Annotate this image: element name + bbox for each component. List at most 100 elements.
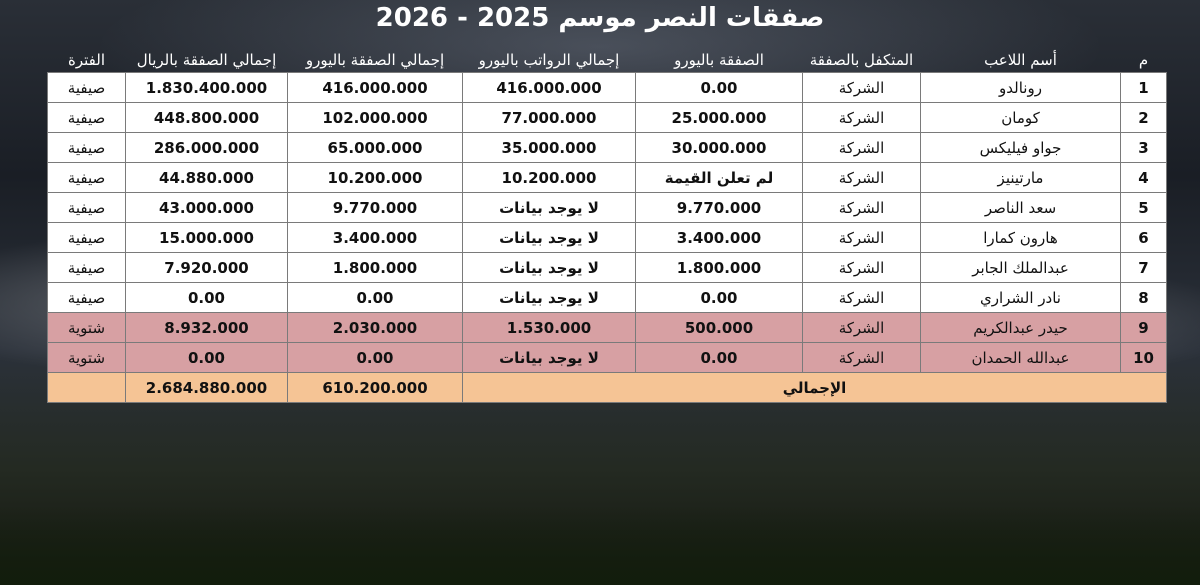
total-euro-cell: 10.200.000 [287, 162, 463, 193]
total-riyal-cell: 0.00 [125, 282, 288, 313]
sponsor: الشركة [802, 72, 921, 103]
salary-euro: لا يوجد بيانات [462, 252, 636, 283]
total-riyal-cell: 7.920.000 [125, 252, 288, 283]
total-period-empty [47, 372, 126, 403]
row-index: 8 [1120, 282, 1167, 313]
table-row: 1 رونالدو الشركة 0.00 416.000.000 416.000.000… [47, 72, 1167, 103]
header-deal-euro: الصفقة باليورو [674, 51, 764, 69]
header-sponsor: المتكفل بالصفقة [809, 51, 914, 69]
total-euro-cell: 1.800.000 [287, 252, 463, 283]
total-riyal-cell: 15.000.000 [125, 222, 288, 253]
header-period: الفترة [68, 51, 105, 69]
row-index: 4 [1120, 162, 1167, 193]
row-index: 9 [1120, 312, 1167, 343]
total-riyal-cell: 448.800.000 [125, 102, 288, 133]
period: صيفية [47, 102, 126, 133]
salary-euro: لا يوجد بيانات [462, 342, 636, 373]
page-title: صفقات النصر موسم 2025 - 2026 [375, 3, 825, 33]
sponsor: الشركة [802, 312, 921, 343]
table-row: 10 عبدالله الحمدان الشركة 0.00 لا يوجد بيانا… [47, 342, 1167, 373]
player-name: عبدالله الحمدان [920, 342, 1121, 373]
row-index: 6 [1120, 222, 1167, 253]
header-total-riyal: إجمالي الصفقة بالريال [136, 51, 277, 69]
period: صيفية [47, 252, 126, 283]
deal-euro: 500.000 [635, 312, 803, 343]
total-euro-cell: 416.000.000 [287, 72, 463, 103]
deal-euro: لم تعلن القيمة [635, 162, 803, 193]
sponsor: الشركة [802, 252, 921, 283]
table-row: 6 هارون كمارا الشركة 3.400.000 لا يوجد بيانا… [47, 222, 1167, 253]
sponsor: الشركة [802, 102, 921, 133]
transfers-table: م أسم اللاعب المتكفل بالصفقة الصفقة بالي… [47, 48, 1167, 403]
salary-euro: 35.000.000 [462, 132, 636, 163]
row-index: 7 [1120, 252, 1167, 283]
total-riyal-cell: 286.000.000 [125, 132, 288, 163]
player-name: مارتينيز [920, 162, 1121, 193]
period: شتوية [47, 342, 126, 373]
total-euro-cell: 0.00 [287, 282, 463, 313]
row-index: 2 [1120, 102, 1167, 133]
player-name: جواو فيليكس [920, 132, 1121, 163]
period: صيفية [47, 192, 126, 223]
deal-euro: 0.00 [635, 342, 803, 373]
deal-euro: 0.00 [635, 72, 803, 103]
header-total-euro: إجمالي الصفقة باليورو [305, 51, 445, 69]
period: شتوية [47, 312, 126, 343]
salary-euro: لا يوجد بيانات [462, 222, 636, 253]
row-index: 5 [1120, 192, 1167, 223]
salary-euro: 77.000.000 [462, 102, 636, 133]
deal-euro: 9.770.000 [635, 192, 803, 223]
player-name: رونالدو [920, 72, 1121, 103]
player-name: عبدالملك الجابر [920, 252, 1121, 283]
sponsor: الشركة [802, 192, 921, 223]
player-name: هارون كمارا [920, 222, 1121, 253]
sponsor: الشركة [802, 342, 921, 373]
total-label: الإجمالي [462, 372, 1167, 403]
total-riyal-cell: 43.000.000 [125, 192, 288, 223]
salary-euro: 1.530.000 [462, 312, 636, 343]
deal-euro: 30.000.000 [635, 132, 803, 163]
period: صيفية [47, 222, 126, 253]
header-player: أسم اللاعب [984, 51, 1057, 69]
salary-euro: 10.200.000 [462, 162, 636, 193]
total-euro-cell: 102.000.000 [287, 102, 463, 133]
salary-euro: 416.000.000 [462, 72, 636, 103]
total-euro-cell: 3.400.000 [287, 222, 463, 253]
player-name: حيدر عبدالكريم [920, 312, 1121, 343]
table-row: 8 نادر الشراري الشركة 0.00 لا يوجد بيانات 0.0… [47, 282, 1167, 313]
deal-euro: 25.000.000 [635, 102, 803, 133]
table-row: 9 حيدر عبدالكريم الشركة 500.000 1.530.000 2.0… [47, 312, 1167, 343]
period: صيفية [47, 132, 126, 163]
table-row: 7 عبدالملك الجابر الشركة 1.800.000 لا يوجد ب… [47, 252, 1167, 283]
total-euro-cell: 65.000.000 [287, 132, 463, 163]
total-euro-cell: 9.770.000 [287, 192, 463, 223]
player-name: نادر الشراري [920, 282, 1121, 313]
sponsor: الشركة [802, 162, 921, 193]
total-row: الإجمالي 610.200.000 2.684.880.000 [47, 372, 1167, 403]
row-index: 3 [1120, 132, 1167, 163]
row-index: 1 [1120, 72, 1167, 103]
table-header-row: م أسم اللاعب المتكفل بالصفقة الصفقة بالي… [48, 48, 1167, 73]
player-name: كومان [920, 102, 1121, 133]
total-riyal-cell: 1.830.400.000 [125, 72, 288, 103]
total-euro: 610.200.000 [287, 372, 463, 403]
total-riyal-cell: 8.932.000 [125, 312, 288, 343]
deal-euro: 3.400.000 [635, 222, 803, 253]
player-name: سعد الناصر [920, 192, 1121, 223]
sponsor: الشركة [802, 282, 921, 313]
period: صيفية [47, 162, 126, 193]
total-euro-cell: 0.00 [287, 342, 463, 373]
header-index: م [1138, 51, 1149, 69]
salary-euro: لا يوجد بيانات [462, 192, 636, 223]
table-row: 4 مارتينيز الشركة لم تعلن القيمة 10.200.000 1… [47, 162, 1167, 193]
sponsor: الشركة [802, 132, 921, 163]
deal-euro: 0.00 [635, 282, 803, 313]
sponsor: الشركة [802, 222, 921, 253]
header-salary-euro: إجمالي الرواتب باليورو [478, 51, 620, 69]
table-row: 3 جواو فيليكس الشركة 30.000.000 35.000.000 65… [47, 132, 1167, 163]
salary-euro: لا يوجد بيانات [462, 282, 636, 313]
table-row: 2 كومان الشركة 25.000.000 77.000.000 102.000.… [47, 102, 1167, 133]
period: صيفية [47, 72, 126, 103]
total-riyal-cell: 44.880.000 [125, 162, 288, 193]
row-index: 10 [1120, 342, 1167, 373]
